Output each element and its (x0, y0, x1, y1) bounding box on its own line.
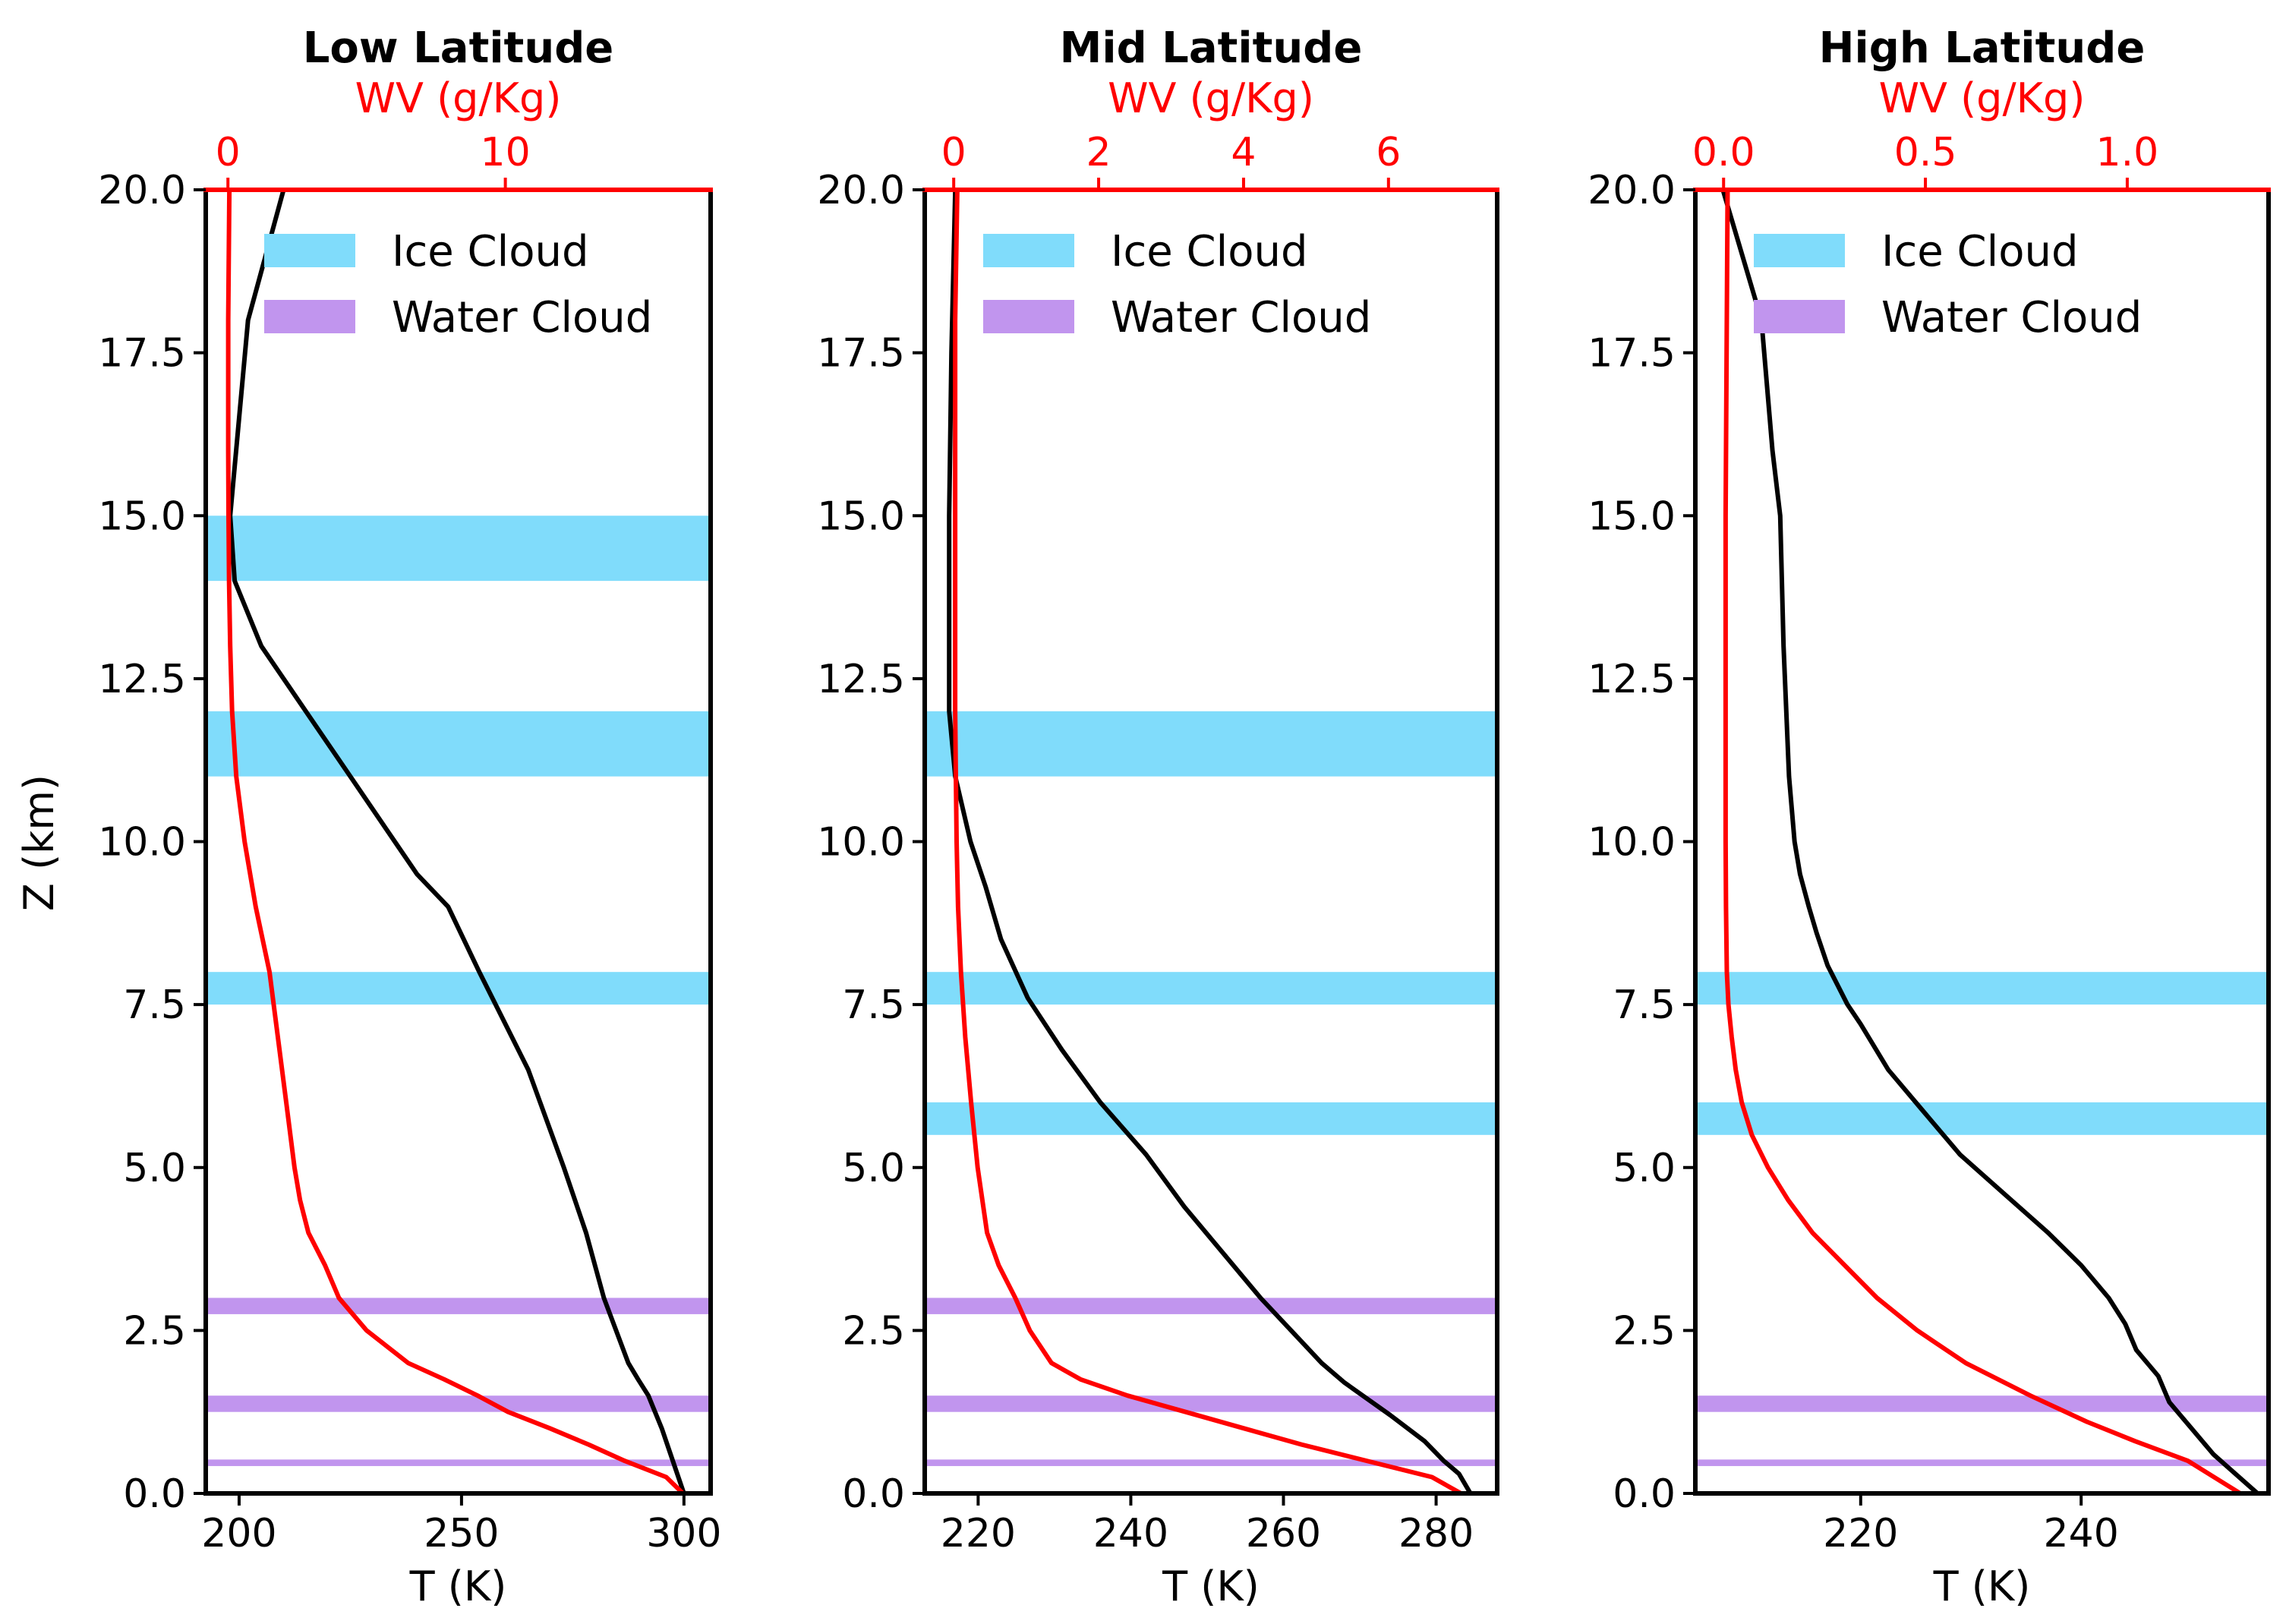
water-cloud-band-3 (1695, 1459, 2269, 1466)
x-axis-label: T (K) (1162, 1563, 1260, 1610)
legend-label-water: Water Cloud (392, 293, 652, 342)
ice-cloud-band-2 (206, 972, 711, 1005)
wv-tick-label: 6 (1376, 130, 1401, 175)
y-tick-label: 15.0 (98, 494, 186, 539)
x-tick-label: 200 (201, 1511, 276, 1556)
water-cloud-band-3 (925, 1298, 1497, 1314)
y-tick-label: 7.5 (842, 982, 905, 1028)
ice-cloud-band-1 (925, 972, 1497, 1005)
wv-profile-line (953, 188, 1464, 1496)
wv-tick-label: 10 (481, 130, 531, 175)
wv-axis-label: WV (g/Kg) (1108, 74, 1314, 122)
y-tick-label: 12.5 (98, 657, 186, 702)
legend-swatch-ice (1754, 234, 1845, 267)
y-tick-label: 5.0 (123, 1146, 186, 1191)
legend-label-water: Water Cloud (1111, 293, 1371, 342)
panel-high-latitude: 0.0 2.5 5.0 7.5 10.0 12.5 15.0 17.5 20.0 220 240 0.… (1588, 24, 2271, 1610)
wv-profile-line (225, 188, 686, 1496)
y-tick-label: 15.0 (1588, 494, 1676, 539)
x-axis-label: T (K) (409, 1563, 507, 1610)
legend-swatch-ice (264, 234, 355, 267)
legend: Ice Cloud Water Cloud (264, 227, 652, 342)
x-tick-label: 240 (1093, 1511, 1168, 1556)
y-tick-label: 0.0 (123, 1471, 186, 1517)
y-tick-label: 7.5 (1613, 982, 1676, 1028)
legend-label-ice: Ice Cloud (1111, 227, 1308, 276)
legend-swatch-water (264, 300, 355, 333)
y-tick-label: 5.0 (1613, 1146, 1676, 1191)
temperature-profile-line (1720, 188, 2260, 1496)
wv-tick-label: 4 (1231, 130, 1256, 175)
y-tick-label: 2.5 (123, 1308, 186, 1354)
legend-swatch-water (1754, 300, 1845, 333)
legend-label-ice: Ice Cloud (1881, 227, 2079, 276)
temperature-profile-line (947, 188, 1473, 1496)
y-tick-label: 10.0 (1588, 820, 1676, 866)
y-axis-label: Z (km) (15, 774, 63, 911)
wv-axis-label: WV (g/Kg) (355, 74, 562, 122)
panel-low-latitude: 0.0 2.5 5.0 7.5 10.0 12.5 15.0 17.5 20.0 200 250 30… (98, 24, 721, 1610)
y-tick-label: 2.5 (842, 1308, 905, 1354)
wv-profile-line (1723, 188, 2243, 1496)
panel-title: High Latitude (1819, 24, 2146, 73)
panel-title: Low Latitude (303, 24, 614, 73)
x-tick-label: 240 (2044, 1511, 2119, 1556)
x-axis-label: T (K) (1933, 1563, 2031, 1610)
x-tick-label: 220 (941, 1511, 1016, 1556)
y-tick-label: 10.0 (817, 820, 905, 866)
wv-tick-label: 0.5 (1894, 130, 1957, 175)
x-tick-label: 220 (1823, 1511, 1898, 1556)
ice-cloud-band-0 (206, 516, 711, 582)
legend: Ice Cloud Water Cloud (1754, 227, 2142, 342)
wv-tick-label: 0 (216, 130, 241, 175)
ice-cloud-band-0 (925, 711, 1497, 777)
y-tick-label: 2.5 (1613, 1308, 1676, 1354)
water-cloud-band-3 (206, 1298, 711, 1314)
wv-tick-label: 0.0 (1692, 130, 1755, 175)
panel-title: Mid Latitude (1060, 24, 1363, 73)
y-tick-label: 20.0 (817, 168, 905, 213)
y-tick-label: 20.0 (1588, 168, 1676, 213)
x-tick-label: 300 (646, 1511, 721, 1556)
x-tick-label: 250 (424, 1511, 499, 1556)
y-tick-label: 20.0 (98, 168, 186, 213)
legend: Ice Cloud Water Cloud (983, 227, 1371, 342)
water-cloud-band-5 (925, 1459, 1497, 1466)
temperature-profile-line (228, 188, 686, 1496)
x-tick-label: 280 (1398, 1511, 1474, 1556)
y-tick-label: 0.0 (842, 1471, 905, 1517)
y-tick-label: 10.0 (98, 820, 186, 866)
water-cloud-band-4 (925, 1395, 1497, 1412)
y-tick-label: 0.0 (1613, 1471, 1676, 1517)
legend-label-ice: Ice Cloud (392, 227, 589, 276)
y-tick-label: 15.0 (817, 494, 905, 539)
ice-cloud-band-0 (1695, 972, 2269, 1005)
y-tick-label: 5.0 (842, 1146, 905, 1191)
y-tick-label: 17.5 (98, 331, 186, 377)
water-cloud-band-4 (206, 1395, 711, 1412)
ice-cloud-band-2 (925, 1102, 1497, 1135)
legend-swatch-ice (983, 234, 1074, 267)
wv-axis-label: WV (g/Kg) (1879, 74, 2086, 122)
wv-tick-label: 0 (941, 130, 966, 175)
ice-cloud-band-1 (1695, 1102, 2269, 1135)
legend-label-water: Water Cloud (1881, 293, 2142, 342)
x-tick-label: 260 (1246, 1511, 1321, 1556)
legend-swatch-water (983, 300, 1074, 333)
wv-tick-label: 2 (1086, 130, 1111, 175)
wv-tick-label: 1.0 (2096, 130, 2159, 175)
water-cloud-band-2 (1695, 1395, 2269, 1412)
y-tick-label: 12.5 (1588, 657, 1676, 702)
y-tick-label: 17.5 (817, 331, 905, 377)
y-tick-label: 17.5 (1588, 331, 1676, 377)
ice-cloud-band-1 (206, 711, 711, 777)
y-tick-label: 7.5 (123, 982, 186, 1028)
water-cloud-band-5 (206, 1459, 711, 1466)
y-tick-label: 12.5 (817, 657, 905, 702)
